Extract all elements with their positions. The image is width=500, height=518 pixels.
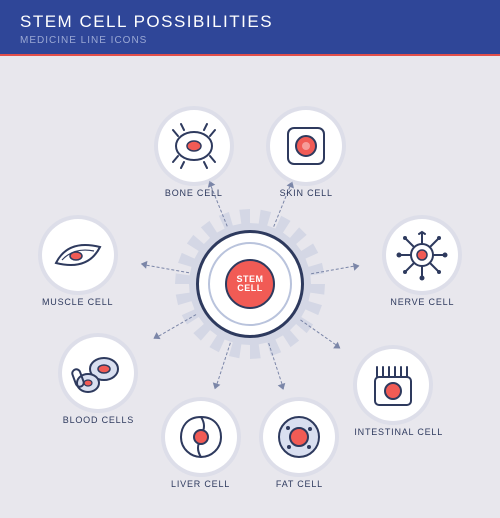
- liver-icon: [165, 401, 237, 473]
- muscle-icon: [42, 219, 114, 291]
- node-blood: BLOOD CELLS: [59, 337, 137, 415]
- hub-outer-ring: STEM CELL: [196, 230, 304, 338]
- node-skin: SKIN CELL: [267, 110, 345, 188]
- fat-icon: [263, 401, 335, 473]
- diagram-canvas: STEM CELL BONE CELL SKIN CELL: [0, 56, 500, 512]
- header-banner: STEM CELL POSSIBILITIES MEDICINE LINE IC…: [0, 0, 500, 56]
- node-intestinal: INTESTINAL CELL: [354, 349, 432, 427]
- node-bone: BONE CELL: [155, 110, 233, 188]
- node-label-liver: LIVER CELL: [162, 479, 240, 489]
- node-fat: FAT CELL: [260, 401, 338, 479]
- node-label-intestinal: INTESTINAL CELL: [354, 427, 432, 437]
- hub-core: STEM CELL: [225, 259, 275, 309]
- page-subtitle: MEDICINE LINE ICONS: [20, 35, 500, 46]
- node-label-muscle: MUSCLE CELL: [39, 297, 117, 307]
- blood-icon: [62, 337, 134, 409]
- node-label-nerve: NERVE CELL: [383, 297, 461, 307]
- node-muscle: MUSCLE CELL: [39, 219, 117, 297]
- node-label-blood: BLOOD CELLS: [59, 415, 137, 425]
- node-nerve: NERVE CELL: [383, 219, 461, 297]
- node-label-bone: BONE CELL: [155, 188, 233, 198]
- hub-inner-ring: STEM CELL: [208, 242, 292, 326]
- skin-icon: [270, 110, 342, 182]
- page-title: STEM CELL POSSIBILITIES: [20, 12, 500, 32]
- hub-label-2: CELL: [237, 284, 263, 293]
- node-label-skin: SKIN CELL: [267, 188, 345, 198]
- node-label-fat: FAT CELL: [260, 479, 338, 489]
- bone-icon: [158, 110, 230, 182]
- nerve-icon: [386, 219, 458, 291]
- node-liver: LIVER CELL: [162, 401, 240, 479]
- intestinal-icon: [357, 349, 429, 421]
